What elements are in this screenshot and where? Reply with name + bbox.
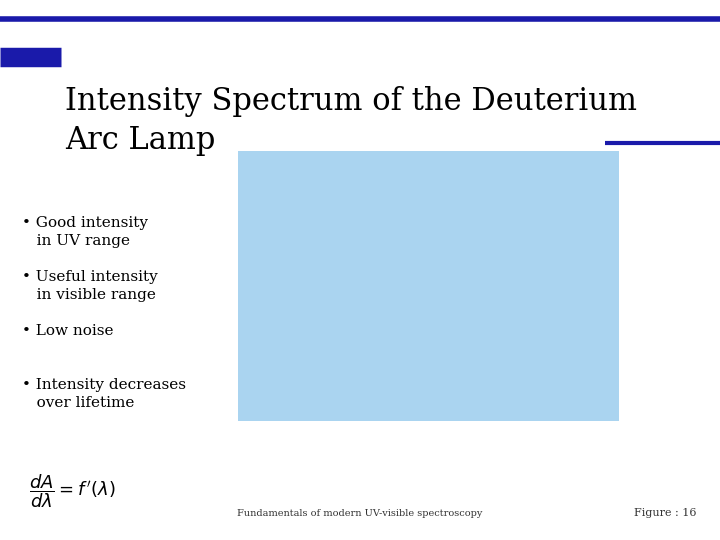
Bar [238, 151, 619, 421]
Text: • Low noise: • Low noise [22, 324, 113, 338]
Text: Intensity Spectrum of the Deuterium
Arc Lamp: Intensity Spectrum of the Deuterium Arc … [65, 86, 636, 156]
Text: • Useful intensity
   in visible range: • Useful intensity in visible range [22, 270, 158, 302]
Text: • Good intensity
   in UV range: • Good intensity in UV range [22, 216, 148, 248]
Text: Fundamentals of modern UV-visible spectroscopy: Fundamentals of modern UV-visible spectr… [238, 509, 482, 518]
Text: $\dfrac{dA}{d\lambda} = f^{\,\prime}(\lambda)$: $\dfrac{dA}{d\lambda} = f^{\,\prime}(\la… [29, 472, 116, 510]
Text: • Intensity decreases
   over lifetime: • Intensity decreases over lifetime [22, 378, 186, 410]
Text: Figure : 16: Figure : 16 [634, 508, 696, 518]
